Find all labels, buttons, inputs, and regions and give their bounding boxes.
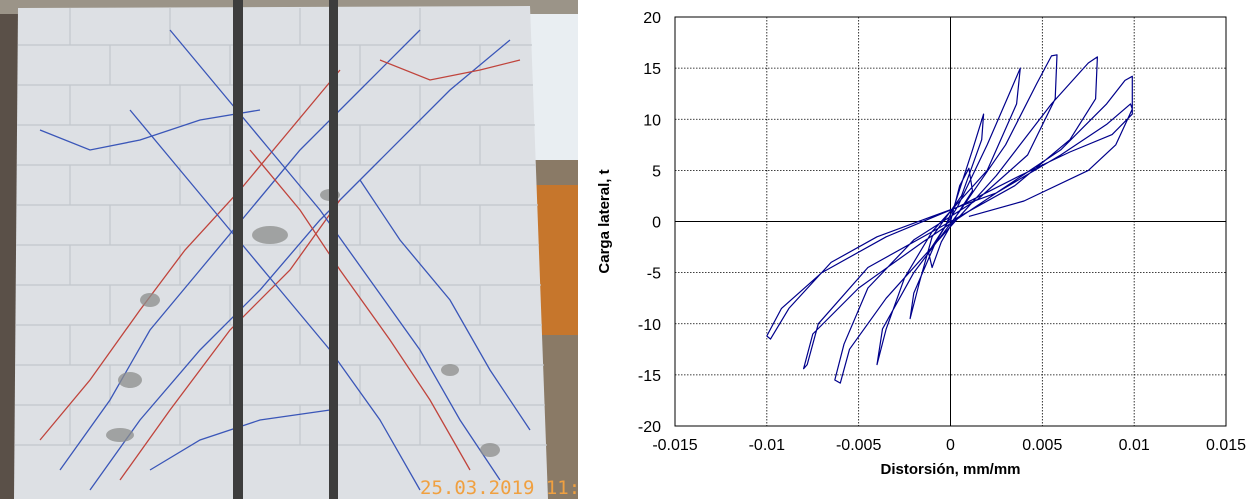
x-tick-label: 0.015	[1206, 437, 1246, 454]
x-tick-label: 0.01	[1119, 437, 1150, 454]
x-tick-label: -0.015	[652, 437, 697, 454]
masonry-wall	[14, 6, 548, 499]
spalled-zones	[106, 189, 500, 457]
y-tick-label: -10	[638, 317, 661, 334]
wall-photo-drawing: 25.03.2019 11:	[0, 0, 578, 499]
x-tick-label: 0	[946, 437, 955, 454]
steel-rod-right	[329, 0, 338, 499]
y-tick-label: 5	[652, 163, 661, 180]
y-tick-label: -5	[647, 266, 661, 283]
wall-photo: 25.03.2019 11:	[0, 0, 578, 499]
y-tick-label: -20	[638, 419, 661, 436]
x-tick-label: -0.01	[749, 437, 786, 454]
plot-area-frame	[674, 16, 1227, 427]
photo-date-stamp: 25.03.2019 11:	[420, 477, 578, 499]
steel-rod-left	[233, 0, 243, 499]
y-tick-label: -15	[638, 368, 661, 385]
chart-canvas: -0.015 -0.01 -0.005 0 0.005 0.01 0.015 20 15 10 5…	[596, 10, 1246, 478]
y-tick-label: 10	[643, 112, 661, 129]
y-tick-label: 20	[643, 10, 661, 27]
hysteresis-chart: -0.015 -0.01 -0.005 0 0.005 0.01 0.015 20 15 10 5…	[578, 0, 1253, 499]
marked-cracks	[39, 29, 531, 491]
hysteresis-series-line	[766, 54, 1133, 384]
y-tick-label: 0	[652, 215, 661, 232]
x-tick-label: -0.005	[836, 437, 881, 454]
y-axis-title: Carga lateral, t	[596, 169, 613, 273]
y-tick-label: 15	[643, 61, 661, 78]
series-layer	[766, 54, 1133, 384]
x-tick-labels: -0.015 -0.01 -0.005 0 0.005 0.01 0.015	[652, 437, 1246, 454]
x-axis-title: Distorsión, mm/mm	[880, 461, 1020, 478]
y-tick-labels: 20 15 10 5 0 -5 -10 -15 -20	[638, 10, 661, 436]
x-tick-label: 0.005	[1022, 437, 1062, 454]
mortar-joints	[15, 8, 547, 446]
